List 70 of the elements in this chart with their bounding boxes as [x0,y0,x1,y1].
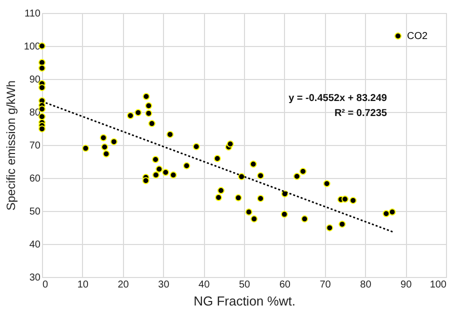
point [217,187,224,194]
point [162,168,170,176]
y-tick-label: 70 [29,140,41,152]
point [192,143,200,150]
point [382,210,390,218]
point [250,160,257,168]
point [257,172,264,180]
point [38,113,46,120]
annotation: y = -0.4552x + 83.249 [288,93,388,104]
point [110,138,118,146]
y-tick-label: 30 [29,272,41,284]
x-tick-label: 40 [198,280,210,290]
x-tick-label: 90 [400,280,412,290]
x-tick-label: 100 [430,280,447,290]
point [82,144,90,152]
point [38,84,46,92]
point [152,172,160,179]
point [388,208,396,216]
x-tick-label: 50 [238,280,250,290]
point [234,194,242,202]
point [323,180,330,188]
point [145,102,152,110]
point [326,224,334,232]
point [301,215,308,222]
point [38,125,46,132]
point [166,130,174,138]
x-axis-title: NG Fraction %wt. [194,294,296,308]
y-tick-label: 40 [29,240,41,250]
point [250,215,258,222]
point [100,134,107,142]
x-tick-label: 80 [360,280,372,290]
point [238,173,246,180]
point [214,155,221,162]
point [226,140,234,148]
y-axis-title: Specific emission g/kWh [4,80,18,211]
point [38,59,46,66]
point [152,156,160,164]
point [257,194,264,202]
x-tick-label: 70 [320,280,332,290]
point [102,150,110,158]
y-tick-label: 50 [29,206,41,218]
point [293,172,300,180]
point [215,194,222,201]
x-tick-label: 30 [158,280,170,290]
annotation: R² = 0.7235 [334,108,388,119]
point [280,210,288,218]
x-tick-label: 60 [279,280,291,290]
point [170,172,177,179]
point [299,168,306,175]
x-tick-label: 10 [77,280,89,290]
legend-label: CO2 [407,31,428,42]
point [142,92,150,100]
point [245,208,252,216]
point [101,143,108,150]
point [156,166,163,173]
y-tick-label: 90 [29,74,41,86]
point [183,162,190,170]
point [126,112,134,120]
point [145,110,152,117]
point [142,177,150,184]
y-tick-label: 60 [29,174,41,184]
x-tick-label: 0 [42,280,48,290]
point [38,64,46,72]
y-tick-label: 110 [24,8,41,20]
point [338,220,346,228]
x-tick-label: 20 [118,280,130,290]
point [350,196,357,204]
point [342,196,348,203]
point [134,109,142,116]
point [148,120,156,128]
